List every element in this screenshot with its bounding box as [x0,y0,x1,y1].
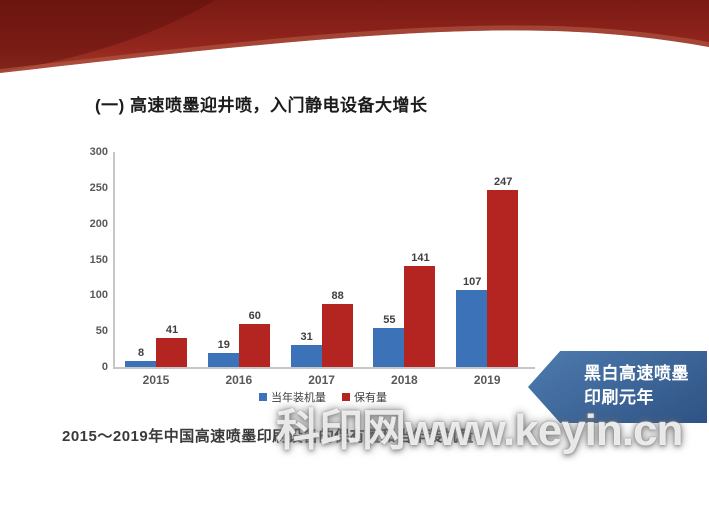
y-tick-label: 0 [101,361,108,373]
x-tick-label: 2016 [225,373,253,387]
bar [321,303,353,367]
legend-label: 当年装机量 [271,392,326,404]
bar-chart: 0 50 100 150 200 250 300 8 41 2015 19 60 2016 31 88 20… [85,146,540,411]
bar [373,327,405,367]
y-tick-label: 200 [89,217,108,230]
bar [156,337,187,367]
bar-value-label: 41 [165,323,179,336]
bar-value-label: 31 [300,330,313,343]
bar-value-label: 88 [331,289,344,302]
bar-group: 31 88 2017 [290,152,353,387]
x-tick-label: 2019 [473,373,501,387]
bar [456,290,488,367]
bar-value-label: 19 [217,339,230,352]
bar-value-label: 8 [137,347,145,360]
legend-item: 保有量 [342,389,387,405]
bar-group: 8 41 2015 [125,152,187,387]
bar [125,361,156,367]
header-highlight-edge [0,25,709,73]
header-red-swoosh-decoration [0,0,709,73]
bar-value-label: 107 [463,276,482,289]
bar [207,353,239,367]
bar-group: 107 247 2019 [456,152,519,387]
bar-value-label: 60 [248,310,261,322]
bar-group: 55 141 2018 [373,152,436,387]
y-axis: 0 50 100 150 200 250 300 [85,146,108,376]
y-tick-label: 150 [89,253,108,266]
x-tick-label: 2017 [308,373,335,387]
slide-title: (一) 高速喷墨迎井喷，入门静电设备大增长 [95,96,428,115]
banner-text: 黑白高速喷墨 印刷元年 [584,362,689,410]
banner-line1: 黑白高速喷墨 [584,364,689,383]
y-tick-label: 50 [95,325,108,338]
legend-label: 保有量 [354,392,387,404]
bar-group: 19 60 2016 [207,152,270,387]
plot-area: 8 41 2015 19 60 2016 31 88 2017 55 141 2018 107 247 20… [113,152,535,387]
y-tick-label: 100 [89,289,108,302]
chart-legend: 当年装机量 保有量 [113,389,533,405]
legend-swatch [259,393,267,401]
bar [404,265,436,367]
banner-line2: 印刷元年 [584,388,654,407]
bar-value-label: 141 [411,251,430,264]
bar [290,344,322,367]
highlight-arrow-banner: 黑白高速喷墨 印刷元年 [528,351,707,423]
y-tick-label: 250 [89,181,108,194]
legend-item: 当年装机量 [259,389,326,405]
bar [487,189,519,367]
x-tick-label: 2015 [142,373,170,387]
legend-swatch [342,393,350,401]
x-tick-label: 2018 [391,373,418,387]
bar [238,324,270,367]
y-tick-label: 300 [89,146,108,158]
chart-caption: 2015～2019年中国高速喷墨印刷设备的保有量和当年装机量 [62,428,474,445]
bar-value-label: 55 [383,313,396,326]
header-dark-ribbon [0,0,215,72]
bar-value-label: 247 [494,175,513,188]
